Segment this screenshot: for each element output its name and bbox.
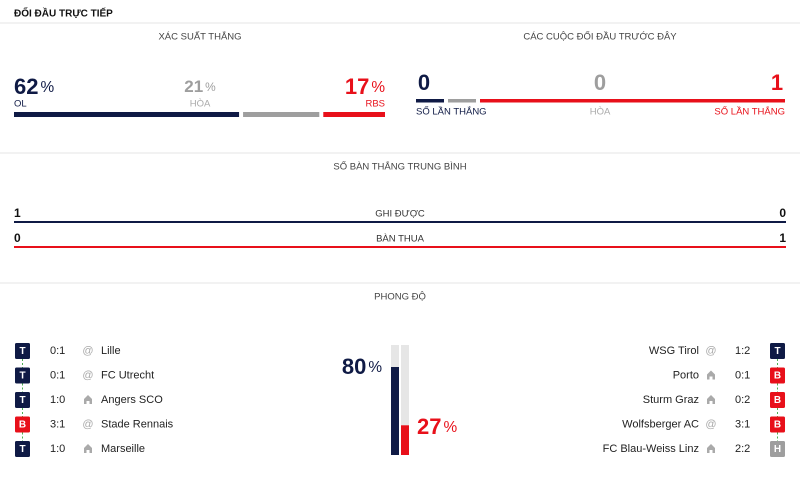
form-bar-bg [401, 345, 409, 455]
score: 2:2 [735, 443, 750, 455]
result-badge [770, 416, 785, 433]
form-bar [401, 425, 409, 455]
result-letter: T [19, 346, 25, 357]
team: Angers SCO [101, 394, 163, 406]
meeting-bar [448, 99, 476, 103]
home-icon [84, 395, 92, 404]
score: 3:1 [50, 418, 65, 430]
percent-value: 80 [342, 354, 366, 379]
result-letter: H [774, 444, 781, 455]
result-badge [15, 416, 30, 433]
header-title: ĐỐI ĐẦU TRỰC TIẾP [14, 6, 113, 20]
team: Stade Rennais [101, 418, 174, 430]
meeting-label: SỐ LẦN THẮNG [714, 106, 785, 118]
percent-unit: % [40, 79, 54, 96]
result-badge [15, 367, 30, 384]
home-icon [707, 395, 715, 404]
venue: @ [705, 345, 716, 357]
result-letter: B [774, 395, 781, 406]
meeting-bar [416, 99, 444, 103]
venue: @ [82, 369, 93, 381]
percent-unit: % [205, 80, 216, 94]
meeting-label: SỐ LẦN THẮNG [416, 106, 487, 118]
home-goals: 1 [14, 206, 21, 220]
score: 0:2 [735, 394, 750, 406]
percent: 17% [345, 74, 385, 99]
result-letter: T [19, 444, 25, 455]
percent-unit: % [368, 359, 382, 376]
team: FC Blau-Weiss Linz [603, 443, 699, 455]
form-bar [391, 367, 399, 455]
team: Lille [101, 345, 121, 357]
result-letter: B [774, 420, 781, 431]
percent: 80% [342, 354, 382, 379]
home-icon [84, 444, 92, 453]
venue: @ [82, 418, 93, 430]
result-badge [770, 392, 785, 408]
percent: 21% [184, 77, 216, 96]
team: Porto [673, 369, 699, 381]
result-badge [770, 441, 785, 457]
team: Sturm Graz [643, 394, 699, 406]
score: 1:2 [735, 345, 750, 357]
probability-bar [14, 112, 240, 117]
result-badge [15, 392, 30, 408]
away-goals: 0 [779, 206, 786, 220]
result-letter: B [19, 420, 26, 431]
percent-value: 17 [345, 74, 369, 99]
goals-label: BÀN THUA [376, 234, 425, 245]
probability-bar [323, 112, 385, 117]
score: 1:0 [50, 394, 65, 406]
venue: @ [82, 345, 93, 357]
meeting-bar [480, 99, 785, 103]
meeting-count: 1 [771, 70, 783, 95]
percent-value: 21 [184, 77, 203, 96]
section-title: SỐ BÀN THẮNG TRUNG BÌNH [333, 161, 466, 173]
team: Marseille [101, 443, 145, 455]
venue: @ [705, 418, 716, 430]
score: 0:1 [50, 369, 65, 381]
team: Wolfsberger AC [622, 418, 699, 430]
result-letter: B [774, 371, 781, 382]
section-title: CÁC CUỘC ĐỐI ĐẦU TRƯỚC ĐÂY [523, 31, 677, 43]
percent-unit: % [443, 419, 457, 436]
score: 3:1 [735, 418, 750, 430]
percent-value: 27 [417, 414, 441, 439]
probability-bar [243, 112, 320, 117]
result-badge [15, 441, 30, 457]
side-label: OL [14, 99, 27, 110]
meeting-count: 0 [594, 70, 606, 95]
home-icon [707, 444, 715, 453]
team: FC Utrecht [101, 369, 154, 381]
meeting-count: 0 [418, 70, 430, 95]
team: WSG Tirol [649, 345, 699, 357]
goals-label: GHI ĐƯỢC [375, 209, 425, 220]
home-goals: 0 [14, 231, 21, 245]
result-badge [770, 367, 785, 384]
score: 1:0 [50, 443, 65, 455]
percent: 27% [417, 414, 457, 439]
meeting-label: HÒA [590, 107, 611, 118]
percent-value: 62 [14, 74, 38, 99]
home-icon [707, 370, 715, 380]
side-label: HÒA [190, 99, 211, 110]
percent: 62% [14, 74, 54, 99]
result-letter: T [19, 395, 25, 406]
result-letter: T [19, 371, 25, 382]
result-badge [770, 343, 785, 359]
score: 0:1 [735, 369, 750, 381]
result-badge [15, 343, 30, 359]
result-letter: T [774, 346, 780, 357]
score: 0:1 [50, 345, 65, 357]
side-label: RBS [365, 99, 385, 110]
section-title: PHONG ĐỘ [374, 292, 426, 303]
away-goals: 1 [779, 231, 786, 245]
section-title: XÁC SUẤT THẲNG [158, 31, 241, 43]
percent-unit: % [371, 79, 385, 96]
